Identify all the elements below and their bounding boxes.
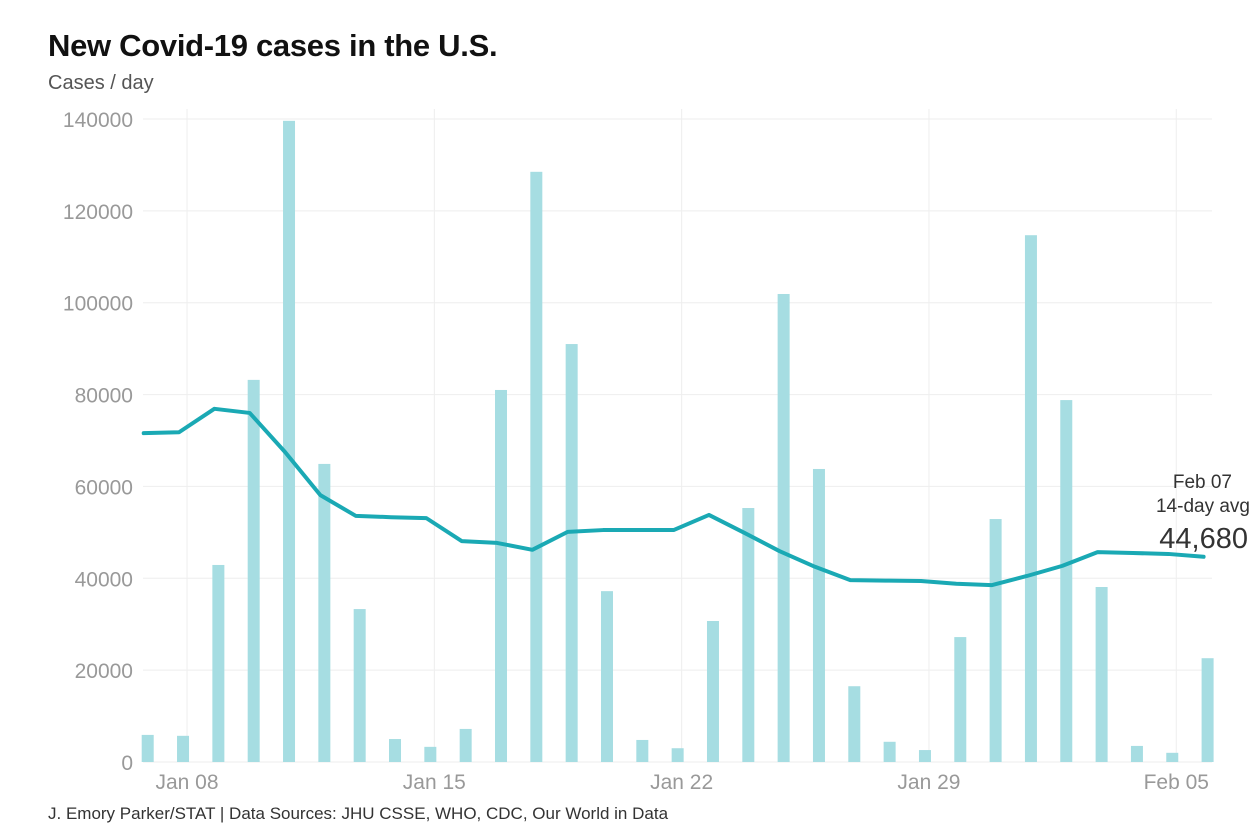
bar-jan-15 [424, 746, 437, 762]
bar-jan-17 [495, 389, 507, 762]
bar-jan-07 [141, 734, 154, 762]
bar-jan-23 [706, 620, 719, 762]
bar-jan-27 [848, 686, 861, 762]
y-tick-label: 100000 [63, 293, 133, 316]
bar-jan-21 [636, 739, 649, 762]
bar-jan-14 [389, 739, 402, 762]
annotation-label: 14-day avg [1156, 496, 1250, 517]
bar-jan-31 [989, 519, 1002, 762]
bar-jan-09 [212, 564, 225, 762]
avg-line [141, 406, 1206, 588]
y-axis-label: Cases / day [48, 72, 154, 94]
x-tick-label: Jan 08 [155, 771, 218, 794]
bar-jan-28 [883, 741, 896, 762]
bar-feb-01 [1024, 235, 1037, 762]
bar-jan-29 [918, 750, 931, 762]
bar-jan-16 [459, 728, 472, 762]
source-credit: J. Emory Parker/STAT | Data Sources: JHU… [48, 804, 669, 823]
bar-feb-05 [1166, 752, 1179, 762]
chart-title: New Covid-19 cases in the U.S. [48, 28, 498, 63]
x-tick-label: Feb 05 [1144, 771, 1209, 794]
y-tick-label: 80000 [75, 385, 133, 408]
y-tick-label: 140000 [63, 109, 133, 132]
bar-jan-18 [530, 171, 543, 762]
y-tick-label: 40000 [75, 568, 133, 591]
bar-jan-19 [565, 344, 578, 762]
bar-feb-03 [1095, 587, 1108, 762]
bar-jan-22 [671, 748, 684, 762]
bar-jan-26 [812, 468, 825, 762]
x-tick-label: Jan 29 [897, 771, 960, 794]
annotation-date: Feb 07 [1173, 472, 1232, 493]
bar-feb-06 [1201, 658, 1214, 762]
y-tick-label: 20000 [75, 660, 133, 683]
bar-jan-10 [247, 379, 260, 762]
bar-jan-30 [954, 637, 967, 762]
y-tick-label: 60000 [75, 476, 133, 499]
y-tick-label: 120000 [63, 201, 133, 224]
bar-jan-25 [777, 293, 790, 762]
bar-jan-08 [177, 735, 190, 762]
bar-feb-04 [1130, 745, 1143, 762]
x-tick-label: Jan 15 [403, 771, 466, 794]
annotation-value: 44,680 [1159, 523, 1248, 555]
bar-jan-11 [283, 120, 296, 762]
bar-jan-20 [600, 591, 613, 762]
bar-jan-24 [742, 508, 755, 762]
y-tick-label: 0 [121, 752, 133, 775]
bar-jan-13 [353, 609, 366, 762]
bar-feb-02 [1060, 400, 1073, 762]
bar-jan-12 [318, 463, 331, 762]
x-tick-label: Jan 22 [650, 771, 713, 794]
